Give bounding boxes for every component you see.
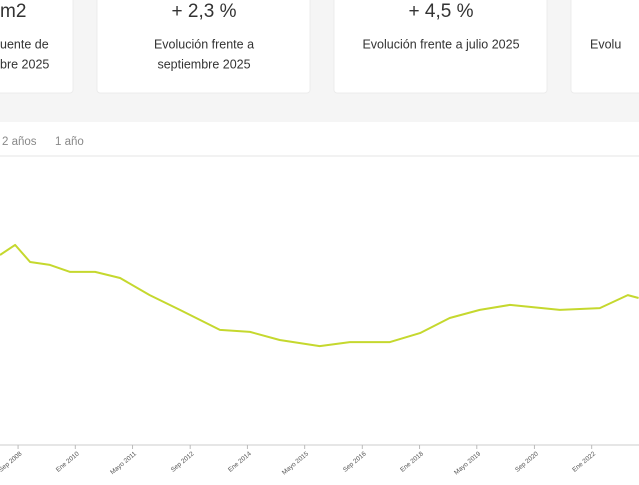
x-tick-label: Sep 2020 <box>514 450 540 473</box>
card-label: septiembre 2025 <box>157 57 250 71</box>
card <box>0 0 74 94</box>
x-tick-label: Mayo 2015 <box>281 450 310 476</box>
card-label: Evolución frente a julio 2025 <box>362 37 519 51</box>
x-tick-label: Sep 2012 <box>170 450 196 473</box>
x-tick-label: Mayo 2019 <box>453 450 482 476</box>
x-tick-label: Sep 2016 <box>342 450 368 473</box>
x-tick-label: Sep 2008 <box>0 450 24 473</box>
card-label: Evolu <box>590 37 621 51</box>
x-tick-label: Ene 2010 <box>55 450 81 473</box>
range-tab[interactable]: 2 años <box>2 136 37 148</box>
card-value: + 2,3 % <box>172 1 237 22</box>
x-tick-label: Ene 2018 <box>399 450 425 473</box>
card-value: + 4,5 % <box>409 1 474 22</box>
card <box>333 0 548 94</box>
x-tick-label: Ene 2014 <box>227 450 253 473</box>
x-tick-label: Mayo 2011 <box>109 450 138 476</box>
range-tab[interactable]: 1 año <box>55 136 84 148</box>
x-tick-label: Ene 2022 <box>571 450 597 473</box>
card <box>570 0 639 94</box>
card-value: m2 <box>0 1 26 22</box>
card-label: Evolución frente a <box>154 37 254 51</box>
card-label: uente de <box>0 37 49 51</box>
card-label: bre 2025 <box>0 57 49 71</box>
data-line <box>0 243 639 348</box>
card <box>96 0 311 94</box>
